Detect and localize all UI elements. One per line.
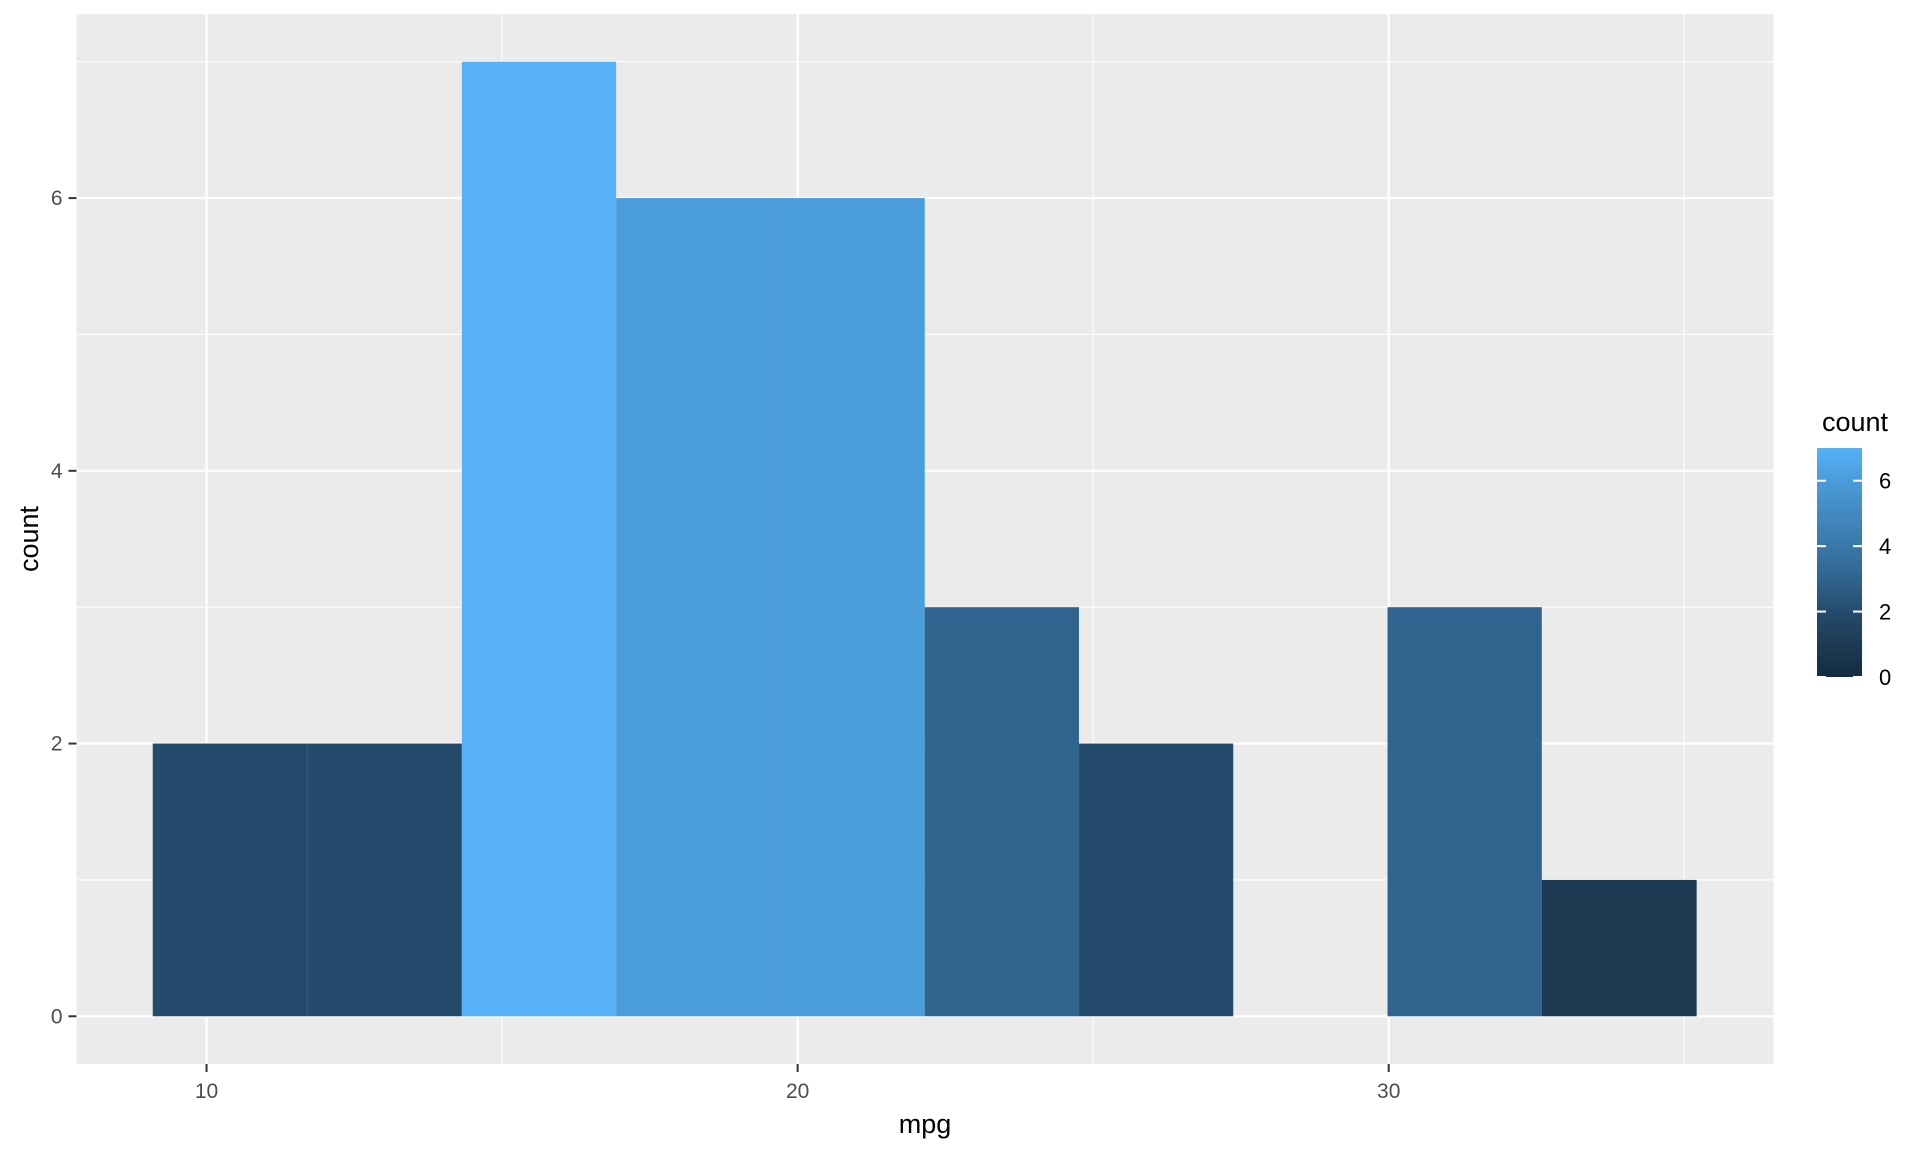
y-axis-title: count	[14, 505, 44, 572]
legend-title: count	[1822, 407, 1889, 437]
histogram-bar	[924, 607, 1079, 1017]
x-axis-tick-label: 10	[195, 1080, 218, 1103]
x-axis-tick-label: 30	[1377, 1080, 1400, 1103]
legend-tick-label: 2	[1879, 600, 1891, 625]
legend-tick-label: 0	[1879, 665, 1891, 690]
legend-tick-label: 4	[1879, 534, 1891, 559]
histogram-bar	[1078, 743, 1234, 1017]
y-axis-tick-label: 2	[51, 733, 63, 756]
histogram-bar	[616, 198, 771, 1017]
histogram-bar	[152, 743, 308, 1017]
legend-tick-label: 6	[1879, 469, 1891, 494]
y-axis-tick-label: 6	[51, 187, 63, 210]
y-axis-tick-label: 4	[51, 460, 63, 483]
histogram-bar	[307, 743, 462, 1017]
legend-gradient-bar	[1817, 448, 1862, 677]
x-axis-tick-label: 20	[786, 1080, 809, 1103]
histogram-bar	[1541, 879, 1697, 1017]
histogram-bar	[1387, 607, 1542, 1017]
x-axis-title: mpg	[899, 1109, 952, 1139]
histogram-bar	[770, 198, 925, 1017]
histogram-bar	[461, 61, 617, 1017]
y-axis-tick-label: 0	[51, 1005, 63, 1028]
